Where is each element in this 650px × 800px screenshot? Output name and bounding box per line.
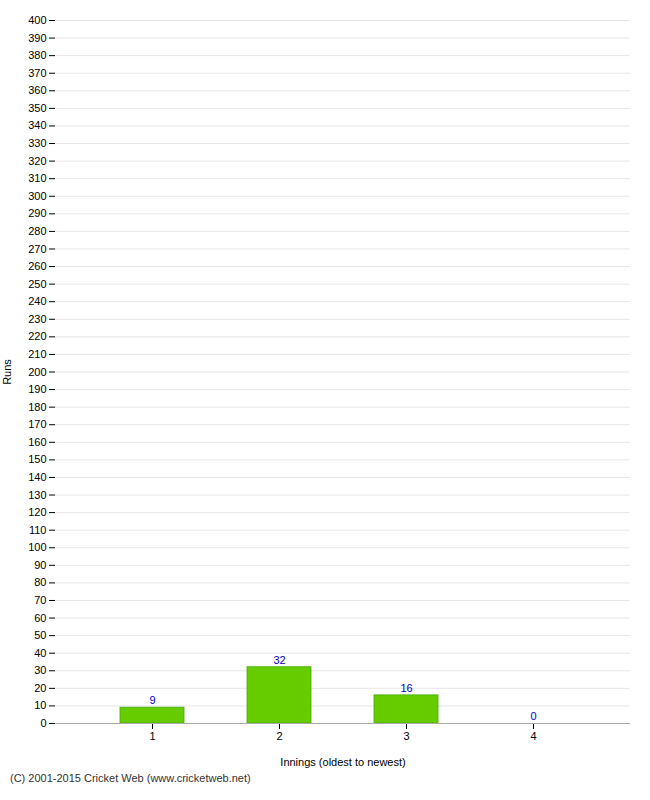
svg-text:40: 40 xyxy=(34,647,46,659)
svg-text:270: 270 xyxy=(28,242,46,254)
svg-text:Innings (oldest to newest): Innings (oldest to newest) xyxy=(280,756,405,768)
svg-text:190: 190 xyxy=(28,383,46,395)
svg-text:310: 310 xyxy=(28,172,46,184)
svg-text:330: 330 xyxy=(28,137,46,149)
svg-text:210: 210 xyxy=(28,348,46,360)
svg-text:130: 130 xyxy=(28,489,46,501)
svg-text:30: 30 xyxy=(34,664,46,676)
svg-text:10: 10 xyxy=(34,699,46,711)
svg-text:0: 0 xyxy=(40,717,46,729)
svg-text:4: 4 xyxy=(530,730,536,742)
svg-text:1: 1 xyxy=(149,730,155,742)
svg-text:80: 80 xyxy=(34,576,46,588)
svg-text:370: 370 xyxy=(28,67,46,79)
svg-text:180: 180 xyxy=(28,401,46,413)
svg-text:16: 16 xyxy=(400,682,412,694)
svg-text:320: 320 xyxy=(28,155,46,167)
svg-text:290: 290 xyxy=(28,207,46,219)
svg-text:160: 160 xyxy=(28,436,46,448)
svg-text:250: 250 xyxy=(28,278,46,290)
svg-text:120: 120 xyxy=(28,506,46,518)
svg-text:390: 390 xyxy=(28,32,46,44)
svg-text:380: 380 xyxy=(28,49,46,61)
svg-text:50: 50 xyxy=(34,629,46,641)
svg-text:110: 110 xyxy=(29,524,47,536)
svg-text:140: 140 xyxy=(28,471,46,483)
svg-text:3: 3 xyxy=(403,730,409,742)
svg-text:230: 230 xyxy=(28,313,46,325)
svg-text:220: 220 xyxy=(28,330,46,342)
svg-text:60: 60 xyxy=(34,612,46,624)
svg-text:90: 90 xyxy=(34,559,46,571)
svg-text:Runs: Runs xyxy=(1,359,13,385)
svg-text:350: 350 xyxy=(28,102,46,114)
svg-text:2: 2 xyxy=(276,730,282,742)
html-text:(C) 2001-2015 Cricket Web (www: (C) 2001-2015 Cricket Web (www.cricketwe… xyxy=(10,772,251,784)
svg-text:300: 300 xyxy=(28,190,46,202)
svg-text:100: 100 xyxy=(28,541,46,553)
svg-text:280: 280 xyxy=(28,225,46,237)
svg-text:360: 360 xyxy=(28,84,46,96)
svg-text:70: 70 xyxy=(34,594,46,606)
svg-text:150: 150 xyxy=(28,453,46,465)
svg-text:340: 340 xyxy=(28,119,46,131)
svg-text:9: 9 xyxy=(149,694,155,706)
svg-text:20: 20 xyxy=(34,682,46,694)
svg-text:240: 240 xyxy=(28,295,46,307)
svg-text:400: 400 xyxy=(28,14,46,26)
svg-text:260: 260 xyxy=(28,260,46,272)
svg-text:32: 32 xyxy=(273,654,285,666)
svg-text:0: 0 xyxy=(530,710,536,722)
svg-text:170: 170 xyxy=(28,418,46,430)
svg-text:200: 200 xyxy=(28,366,46,378)
